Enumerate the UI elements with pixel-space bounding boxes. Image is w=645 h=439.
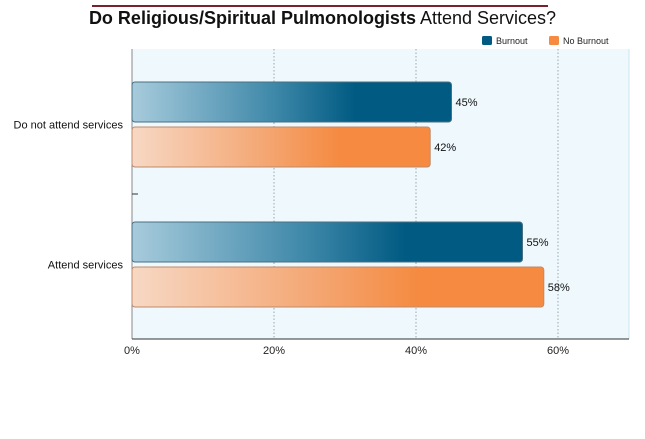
bar-burnout-0 xyxy=(131,81,452,123)
data-label-burnout-1: 55% xyxy=(527,237,549,249)
x-tick-label-20: 20% xyxy=(263,345,285,357)
category-label-0: Do not attend services xyxy=(14,120,124,132)
bar-burnout-1 xyxy=(131,221,523,263)
legend-swatch-burnout xyxy=(482,36,492,45)
data-label-no-burnout-0: 42% xyxy=(434,142,456,154)
data-label-burnout-0: 45% xyxy=(456,97,478,109)
title-rule xyxy=(92,5,548,7)
x-tick-label-40: 40% xyxy=(405,345,427,357)
legend-label-no-burnout: No Burnout xyxy=(563,36,609,46)
chart-title-normal: Attend Services? xyxy=(419,8,557,28)
category-label-1: Attend services xyxy=(48,260,124,272)
x-tick-label-0: 0% xyxy=(124,345,140,357)
x-tick-label-60: 60% xyxy=(547,345,569,357)
bar-no-burnout-1 xyxy=(131,266,545,308)
chart-title: Do Religious/Spiritual Pulmonologists At… xyxy=(0,8,645,29)
bar-no-burnout-0 xyxy=(131,126,431,168)
legend-label-burnout: Burnout xyxy=(496,36,528,46)
chart-title-bold: Do Religious/Spiritual Pulmonologists xyxy=(88,8,416,28)
data-label-no-burnout-1: 58% xyxy=(548,282,570,294)
legend-swatch-no-burnout xyxy=(549,36,559,45)
